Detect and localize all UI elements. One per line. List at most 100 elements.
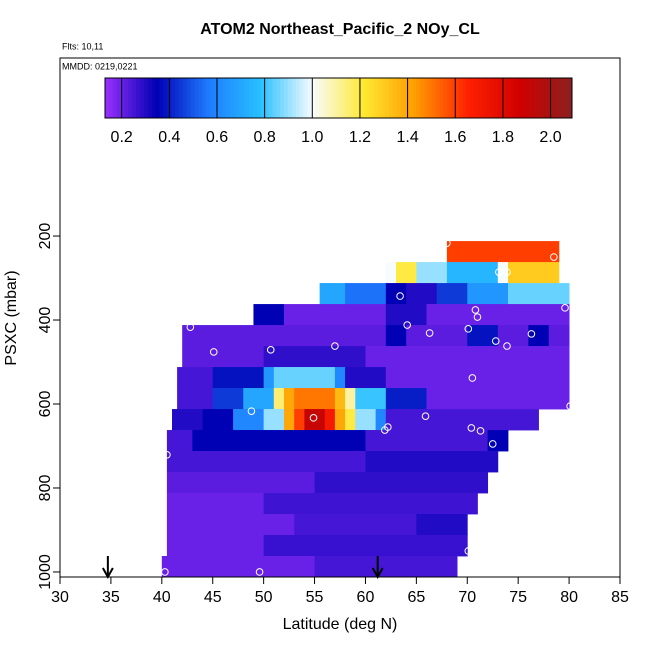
heat-cell <box>212 388 244 410</box>
flight-point <box>488 440 497 448</box>
colorbar-swatch <box>428 78 433 118</box>
colorbar-swatch <box>291 78 297 118</box>
colorbar-swatch <box>245 78 250 118</box>
heat-cell <box>294 388 336 410</box>
flight-point <box>491 337 500 345</box>
colorbar-tick-label: 0.4 <box>158 129 180 146</box>
x-tick-label: 35 <box>102 589 120 606</box>
heat-cell <box>446 241 560 263</box>
colorbar-swatch <box>151 78 157 118</box>
colorbar-swatch <box>303 78 308 118</box>
colorbar-swatch <box>451 78 456 118</box>
colorbar-swatch <box>143 78 149 118</box>
colorbar-swatch <box>544 78 550 118</box>
colorbar-swatch <box>326 78 332 118</box>
flight-point <box>384 423 392 431</box>
colorbar-swatch <box>334 78 339 118</box>
flight-point <box>247 407 256 415</box>
flights-note: Flts: 10,11 <box>62 41 103 51</box>
colorbar-swatch <box>443 78 448 118</box>
colorbar-swatch <box>171 78 176 118</box>
heat-cell <box>467 325 499 347</box>
flight-point <box>163 451 171 459</box>
flight-point <box>467 424 476 432</box>
heat-cell <box>172 409 203 431</box>
colorbar-swatch <box>295 78 301 118</box>
colorbar-swatch <box>404 78 410 118</box>
heat-cell <box>436 283 468 305</box>
flight-point <box>443 239 451 247</box>
colorbar-swatch <box>560 78 565 118</box>
colorbar-swatch <box>256 78 262 118</box>
colorbar-swatch <box>248 78 254 118</box>
heat-cell <box>355 409 377 431</box>
heat-cell <box>497 262 509 284</box>
colorbar-swatch <box>280 78 285 118</box>
colorbar-swatch <box>408 78 413 118</box>
heat-cell <box>319 283 346 305</box>
colorbar-swatch <box>470 78 476 118</box>
colorbar-tick-label: 0.2 <box>111 129 133 146</box>
colorbar-swatch <box>365 78 371 118</box>
heat-cell <box>416 514 468 536</box>
colorbar-swatch <box>140 78 145 118</box>
heat-cell <box>243 388 275 410</box>
flight-point <box>566 402 574 410</box>
y-tick-label: 200 <box>37 223 54 250</box>
colorbar-swatch <box>435 78 441 118</box>
colorbar-tick-label: 1.0 <box>301 129 323 146</box>
colorbar-swatch <box>416 78 421 118</box>
heat-cell <box>314 472 489 494</box>
colorbar-swatch <box>455 78 460 118</box>
colorbar-swatch <box>556 78 561 118</box>
flight-point <box>495 268 503 276</box>
y-tick-label: 800 <box>37 475 54 502</box>
colorbar-swatch <box>272 78 277 118</box>
colorbar-swatch <box>190 78 196 118</box>
colorbar-swatch <box>447 78 452 118</box>
flight-point <box>473 313 482 321</box>
heat-cell <box>233 409 265 431</box>
flight-point <box>266 346 275 354</box>
x-tick-label: 40 <box>153 589 171 606</box>
colorbar-swatch <box>342 78 347 118</box>
flight-point <box>476 427 485 435</box>
colorbar-swatch <box>420 78 425 118</box>
heat-cell <box>385 262 397 284</box>
heat-cell <box>508 262 560 284</box>
colorbar-swatch <box>498 78 503 118</box>
colorbar-swatch <box>478 78 483 118</box>
heat-cell <box>263 493 478 515</box>
heat-cell <box>284 409 295 431</box>
flight-point <box>527 330 536 338</box>
colorbar-swatch <box>136 78 141 118</box>
colorbar-swatch <box>552 78 557 118</box>
colorbar-swatch <box>533 78 538 118</box>
y-tick-label: 1000 <box>37 554 54 590</box>
flight-point <box>471 306 480 314</box>
colorbar-swatch <box>233 78 238 118</box>
colorbar-swatch <box>105 78 110 118</box>
heat-cell <box>345 283 387 305</box>
colorbar-swatch <box>459 78 464 118</box>
colorbar-swatch <box>501 78 507 118</box>
flight-point <box>464 547 473 555</box>
heat-cell <box>385 283 407 305</box>
colorbar-swatch <box>338 78 343 118</box>
heat-cell <box>182 325 387 347</box>
heat-cell <box>161 556 315 578</box>
heat-cell <box>345 409 356 431</box>
colorbar-swatch <box>330 78 336 118</box>
colorbar-swatch <box>381 78 386 118</box>
colorbar-swatch <box>155 78 160 118</box>
colorbar-swatch <box>540 78 546 118</box>
x-tick-label: 60 <box>357 589 375 606</box>
colorbar-swatch <box>466 78 472 118</box>
heat-cell <box>508 283 570 305</box>
heat-cell <box>467 283 509 305</box>
colorbar-swatch <box>482 78 487 118</box>
colorbar-swatch <box>163 78 168 118</box>
heat-cell <box>166 535 265 557</box>
heat-cell <box>497 325 529 347</box>
colorbar-swatch <box>377 78 382 118</box>
